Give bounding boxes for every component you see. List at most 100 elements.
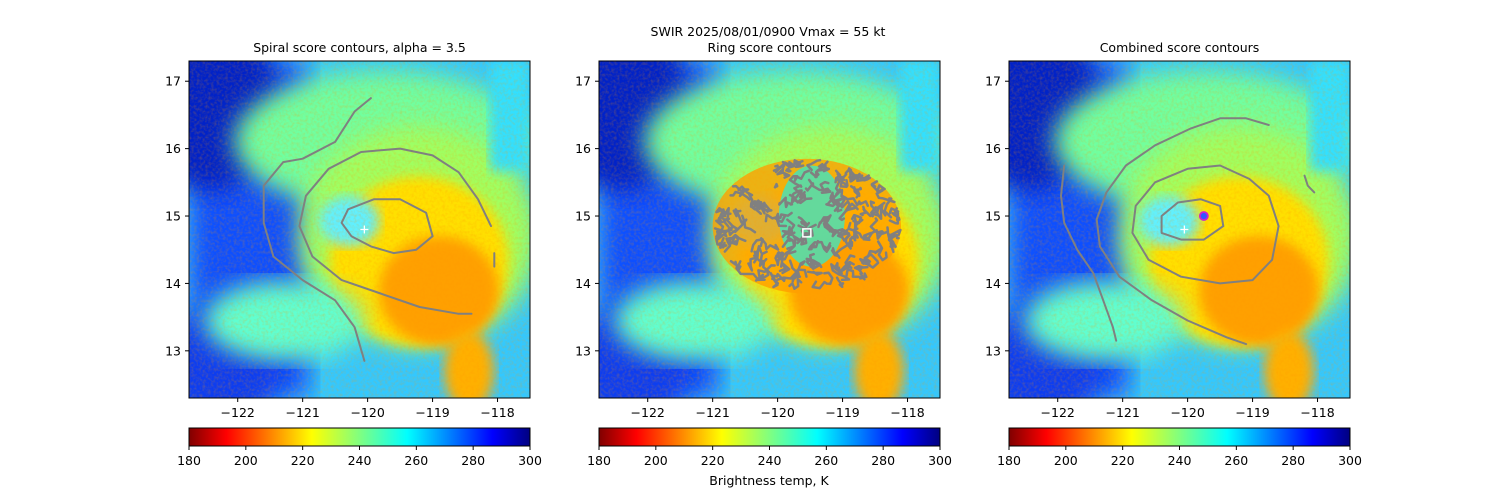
panel-1: Spiral score contours, alpha = 3.5 −122 −1… xyxy=(165,40,542,468)
colorbar-tick-label: 180 xyxy=(997,453,1021,468)
y-tick-label: 15 xyxy=(985,209,1001,224)
center-plus-marker xyxy=(360,225,369,234)
colorbar-tick-label: 200 xyxy=(234,453,258,468)
y-tick-label: 14 xyxy=(165,276,181,291)
contour-line xyxy=(788,278,803,290)
y-tick-label: 17 xyxy=(575,74,591,89)
y-tick-label: 17 xyxy=(985,74,1001,89)
colorbar-tick-label: 300 xyxy=(928,453,952,468)
x-tick-label: −119 xyxy=(1235,405,1269,420)
colorbar-tick-label: 280 xyxy=(461,453,485,468)
ring-contour-field xyxy=(712,158,902,294)
contour-line xyxy=(858,272,868,281)
contour-line xyxy=(862,231,873,242)
contour-line xyxy=(835,188,848,201)
y-tick-label: 15 xyxy=(575,209,591,224)
x-tick-label: −122 xyxy=(221,405,255,420)
contour-line xyxy=(750,238,764,253)
contour-line xyxy=(852,214,863,225)
contour-line xyxy=(731,184,750,198)
contour-line xyxy=(1160,198,1225,241)
colorbar-tick-label: 280 xyxy=(1281,453,1305,468)
contour-line xyxy=(858,200,870,207)
contour-line xyxy=(834,169,842,194)
contour-line xyxy=(788,174,803,188)
contour-line xyxy=(723,234,740,253)
colorbar-gradient xyxy=(598,427,941,447)
contour-line xyxy=(262,97,372,362)
x-tick-label: −121 xyxy=(695,405,729,420)
y-tick-label: 16 xyxy=(165,141,181,156)
contour-line xyxy=(817,218,836,233)
y-tick-label: 16 xyxy=(575,141,591,156)
y-tick-label: 17 xyxy=(165,74,181,89)
contour-line xyxy=(800,220,808,228)
x-tick-label: −119 xyxy=(415,405,449,420)
center-square-marker xyxy=(802,228,812,238)
contour-line xyxy=(829,191,843,213)
contour-line xyxy=(777,251,785,268)
brightness-temp-image xyxy=(189,61,530,398)
x-tick-label: −118 xyxy=(890,405,924,420)
y-tick-label: 13 xyxy=(575,343,591,358)
colorbar-tick-label: 200 xyxy=(1054,453,1078,468)
contour-line xyxy=(846,268,861,279)
contour-line xyxy=(715,229,728,242)
contour-line xyxy=(1131,164,1280,285)
colorbar-tick-label: 240 xyxy=(1168,453,1192,468)
contour-line xyxy=(722,206,730,228)
contour-line xyxy=(862,208,880,218)
contour-line xyxy=(340,198,434,255)
contour-line xyxy=(792,189,806,199)
contour-line xyxy=(732,209,742,218)
contour-line xyxy=(298,147,492,315)
contour-line xyxy=(886,231,897,254)
x-tick-label: −122 xyxy=(631,405,665,420)
contour-line xyxy=(835,276,845,289)
panel-2: Ring score contours −122 −121 −120 −119 −118 1… xyxy=(575,40,952,468)
x-tick-label: −121 xyxy=(285,405,319,420)
contour-line xyxy=(1095,117,1270,346)
contour-line xyxy=(754,200,768,211)
colorbar-tick-label: 300 xyxy=(518,453,542,468)
contour-line xyxy=(869,204,884,215)
contour-line xyxy=(716,216,724,224)
contour-line xyxy=(776,270,798,281)
contour-line xyxy=(725,236,737,246)
panel-title: Spiral score contours, alpha = 3.5 xyxy=(253,40,466,55)
best-center-marker xyxy=(1198,211,1209,221)
contour-line xyxy=(833,197,846,212)
contour-line xyxy=(781,239,793,248)
contour-line xyxy=(805,260,823,270)
contour-line xyxy=(729,259,742,270)
colorbar-tick-label: 180 xyxy=(177,453,201,468)
contour-line xyxy=(845,197,861,207)
y-tick-label: 16 xyxy=(985,141,1001,156)
contour-line xyxy=(781,160,796,169)
x-tick-label: −122 xyxy=(1041,405,1075,420)
colorbar-tick-label: 220 xyxy=(291,453,315,468)
colorbar-tick-label: 200 xyxy=(644,453,668,468)
contour-line xyxy=(837,266,851,282)
colorbar-tick-label: 240 xyxy=(758,453,782,468)
x-tick-label: −118 xyxy=(480,405,514,420)
contour-line xyxy=(784,234,802,255)
y-tick-label: 13 xyxy=(985,343,1001,358)
contour-line xyxy=(729,190,751,201)
contour-line xyxy=(847,221,859,232)
contour-line xyxy=(773,182,779,189)
contour-line xyxy=(888,217,900,225)
panel-title: Combined score contours xyxy=(1100,40,1260,55)
contour-line xyxy=(734,208,748,233)
contour-line xyxy=(804,223,817,235)
contour-line xyxy=(785,193,797,207)
contour-line xyxy=(806,158,822,172)
contour-line xyxy=(806,270,823,276)
colorbar-tick-label: 180 xyxy=(587,453,611,468)
contour-line xyxy=(844,261,853,278)
contour-line xyxy=(764,212,780,223)
contour-line xyxy=(823,271,834,286)
contour-line xyxy=(804,178,815,192)
contour-line xyxy=(888,207,900,217)
